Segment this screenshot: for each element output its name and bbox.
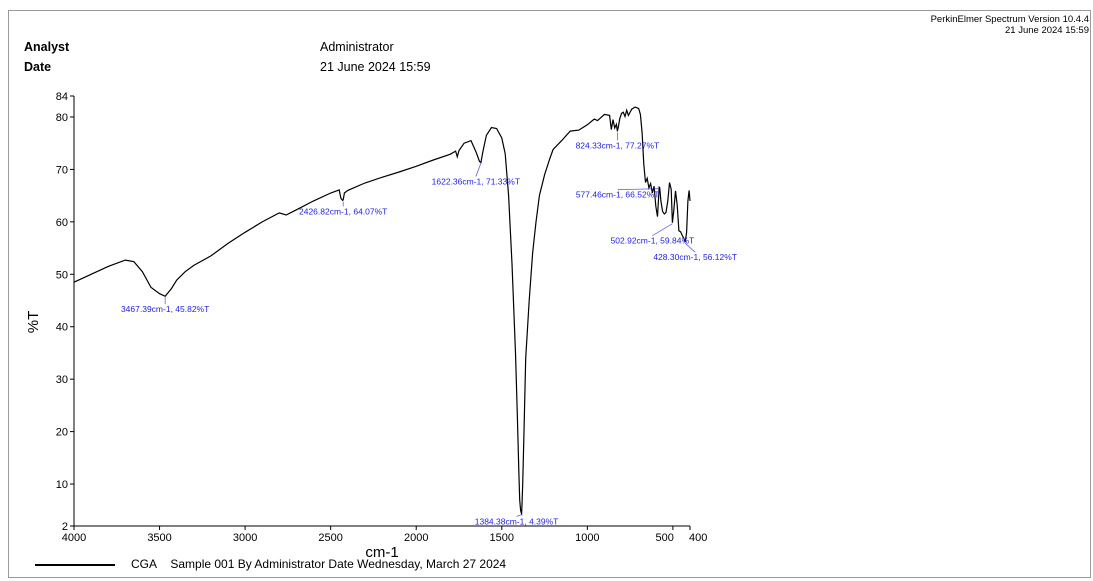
peak-annotation: 3467.39cm-1, 45.82%T: [121, 304, 209, 314]
y-tick-label: 70: [56, 164, 68, 176]
legend-sample: CGA: [131, 557, 158, 571]
peak-annotation: 824.33cm-1, 77.27%T: [576, 140, 660, 150]
spectrum-line: [73, 106, 691, 516]
date-label: Date: [24, 60, 52, 74]
y-tick-label: 20: [56, 427, 68, 439]
x-tick-label: 1500: [490, 532, 514, 544]
x-axis-label: cm-1: [365, 544, 398, 561]
x-tick-label: 500: [656, 532, 674, 544]
peak-annotation: 577.46cm-1, 66.52%T: [576, 190, 660, 200]
x-tick-label: 4000: [62, 532, 86, 544]
y-tick-label: 50: [56, 269, 68, 281]
ticks: 4000 3500 3000 2500 2000 1500 1000 500 400210203…: [56, 91, 708, 544]
y-axis-label: %T: [25, 311, 42, 334]
date-value: 21 June 2024 15:59: [320, 60, 431, 74]
annotation-leader: [684, 242, 696, 253]
peak-annotation: 2426.82cm-1, 64.07%T: [299, 207, 387, 217]
y-tick-label: 80: [56, 112, 68, 124]
y-tick-label: 60: [56, 217, 68, 229]
annotation-leader: [475, 163, 482, 177]
y-tick-label: 84: [56, 91, 68, 103]
legend-line: [35, 563, 115, 566]
annotations: 3467.39cm-1, 45.82%T 2426.82cm-1, 64.07%T…: [121, 132, 737, 526]
x-tick-label: 3000: [233, 532, 257, 544]
analyst-value: Administrator: [320, 40, 394, 54]
legend: CGA Sample 001 By Administrator Date Wed…: [35, 557, 506, 571]
y-tick-label: 40: [56, 322, 68, 334]
annotation-leader: [617, 188, 660, 191]
y-tick-label: 30: [56, 374, 68, 386]
peak-annotation: 1384.38cm-1, 4.39%T: [475, 516, 559, 526]
chart-frame: [8, 10, 1091, 578]
x-tick-label: 2000: [404, 532, 428, 544]
series: [73, 106, 691, 516]
legend-description: Sample 001 By Administrator Date Wednesd…: [170, 557, 507, 571]
x-tick-label: 400: [689, 532, 707, 544]
y-tick-label: 10: [56, 479, 68, 491]
peak-annotation: 1622.36cm-1, 71.33%T: [432, 176, 520, 186]
peak-annotation: 428.30cm-1, 56.12%T: [653, 252, 737, 262]
y-tick-label: 2: [62, 521, 68, 533]
software-version: PerkinElmer Spectrum Version 10.4.4: [930, 14, 1089, 25]
software-info: PerkinElmer Spectrum Version 10.4.4 21 J…: [931, 14, 1089, 36]
analyst-label: Analyst: [24, 40, 70, 54]
peak-annotation: 502.92cm-1, 59.84%T: [611, 236, 695, 246]
x-tick-label: 1000: [575, 532, 599, 544]
x-tick-label: 2500: [318, 532, 342, 544]
software-date: 21 June 2024 15:59: [1005, 25, 1089, 36]
annotation-leader: [652, 223, 673, 237]
annotation-leader: [516, 514, 522, 517]
x-tick-label: 3500: [147, 532, 171, 544]
